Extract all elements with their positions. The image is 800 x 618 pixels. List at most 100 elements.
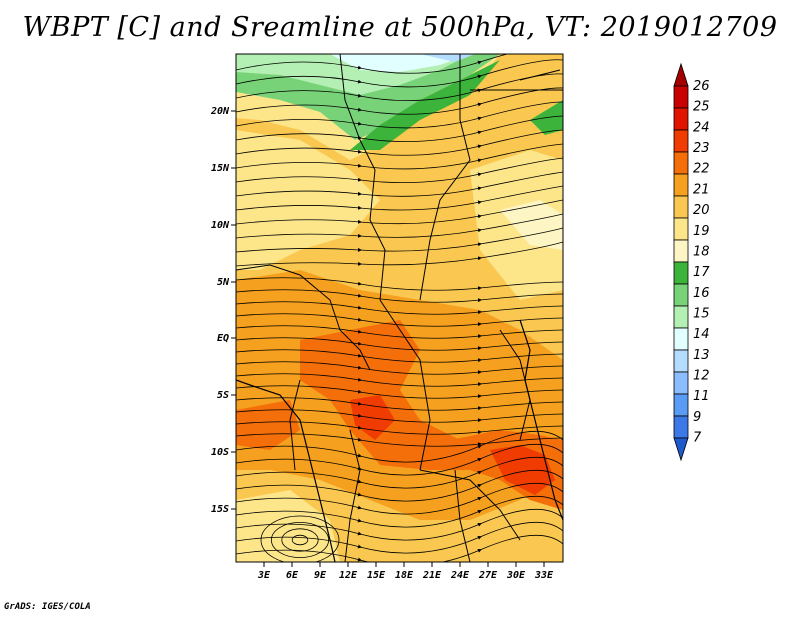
streamline <box>236 101 563 129</box>
lon-label: 12E <box>339 570 358 581</box>
streamline <box>236 213 563 239</box>
lon-tick: 6E <box>286 562 299 581</box>
colorbar-swatch <box>673 371 689 395</box>
lat-label: EQ <box>217 333 229 344</box>
lat-label: 5N <box>217 277 230 288</box>
streamline <box>236 337 563 351</box>
streamline <box>236 534 563 562</box>
streamline <box>236 115 563 142</box>
lon-label: 3E <box>257 570 271 581</box>
colorbar-swatch <box>673 107 689 131</box>
streamline <box>236 409 563 423</box>
colorbar-swatch <box>673 129 689 153</box>
colorbar-label: 25 <box>693 100 710 115</box>
colorbar-swatch <box>673 393 689 417</box>
lon-label: 9E <box>314 570 327 581</box>
streamline <box>236 227 563 253</box>
streamline <box>236 373 563 387</box>
region-19d <box>236 490 340 562</box>
latitude-axis: 20N 15N 10N 5N EQ 5S 10S 15S <box>210 106 236 515</box>
lon-tick: 15E <box>367 562 386 581</box>
streamline <box>236 397 563 411</box>
colorbar-swatch <box>673 349 689 373</box>
lon-label: 21E <box>422 570 442 581</box>
lon-tick: 21E <box>422 562 442 581</box>
colorbar-swatch <box>673 283 689 307</box>
streamline-vortex <box>270 522 329 559</box>
streamline <box>236 185 563 211</box>
map-frame <box>235 53 564 563</box>
lat-tick: 10N <box>211 220 236 231</box>
lon-tick: 27E <box>478 562 498 581</box>
colorbar-label: 11 <box>693 389 710 404</box>
lat-label: 5S <box>217 390 229 401</box>
map-field <box>236 54 563 562</box>
lon-tick: 3E <box>257 562 271 581</box>
lat-tick: 15N <box>211 163 236 174</box>
colorbar-label: 13 <box>693 348 710 363</box>
chart-title: WBPT [C] and Sreamline at 500hPa, VT: 20… <box>22 12 778 43</box>
colorbar-label: 19 <box>693 224 710 239</box>
lat-tick: 20N <box>210 106 236 117</box>
streamline <box>236 313 563 327</box>
lat-label: 10S <box>211 447 229 458</box>
colorbar-swatch <box>673 173 689 197</box>
colorbar-swatch <box>673 415 689 439</box>
lon-label: 33E <box>534 570 554 581</box>
streamline-vortex <box>281 528 319 552</box>
colorbar-label: 23 <box>693 141 710 156</box>
grads-credit: GrADS: IGES/COLA <box>4 602 91 612</box>
streamline <box>236 361 563 375</box>
lat-label: 20N <box>210 106 230 117</box>
streamline <box>236 385 563 399</box>
lat-tick: 5N <box>217 277 236 288</box>
colorbar-swatch <box>673 217 689 241</box>
streamlines <box>236 54 563 562</box>
streamline <box>236 73 563 101</box>
streamline <box>236 325 563 339</box>
colorbar-label: 15 <box>693 306 710 321</box>
lon-label: 30E <box>506 570 526 581</box>
colorbar-swatch <box>673 327 689 351</box>
lon-label: 27E <box>478 570 498 581</box>
colorbar-label: 17 <box>693 265 710 280</box>
streamline <box>236 349 563 363</box>
colorbar-top-arrow <box>673 62 689 87</box>
colorbar-label: 14 <box>693 327 710 342</box>
colorbar-label: 18 <box>693 244 710 259</box>
lon-tick: 30E <box>506 562 526 581</box>
lon-label: 24E <box>450 570 470 581</box>
colorbar-label: 22 <box>693 162 710 177</box>
lon-tick: 18E <box>395 562 414 581</box>
streamline <box>236 289 563 303</box>
colorbar-label: 24 <box>693 120 710 135</box>
streamline <box>236 301 563 315</box>
lon-tick: 24E <box>450 562 470 581</box>
colorbar-swatch <box>673 151 689 175</box>
streamline-vortex <box>291 534 309 546</box>
region-22c <box>236 400 300 450</box>
colorbar-label: 7 <box>693 431 702 446</box>
colorbar-label: 21 <box>693 182 710 197</box>
streamline <box>236 143 563 170</box>
lon-tick: 33E <box>534 562 554 581</box>
streamline <box>236 171 563 197</box>
streamline <box>236 59 563 88</box>
colorbar-label: 9 <box>693 410 701 425</box>
colorbar-swatch <box>673 85 689 109</box>
streamline <box>236 87 563 115</box>
streamline <box>236 129 563 156</box>
streamline <box>236 157 563 184</box>
lat-label: 15N <box>211 163 230 174</box>
streamline <box>236 421 563 435</box>
colorbar-label: 12 <box>693 369 710 384</box>
lat-label: 10N <box>211 220 230 231</box>
lon-label: 6E <box>286 570 299 581</box>
streamline <box>236 199 563 225</box>
colorbar-swatch <box>673 239 689 263</box>
lat-label: 15S <box>211 504 229 515</box>
colorbar-swatch <box>673 305 689 329</box>
lon-label: 15E <box>367 570 386 581</box>
streamline <box>236 277 563 291</box>
